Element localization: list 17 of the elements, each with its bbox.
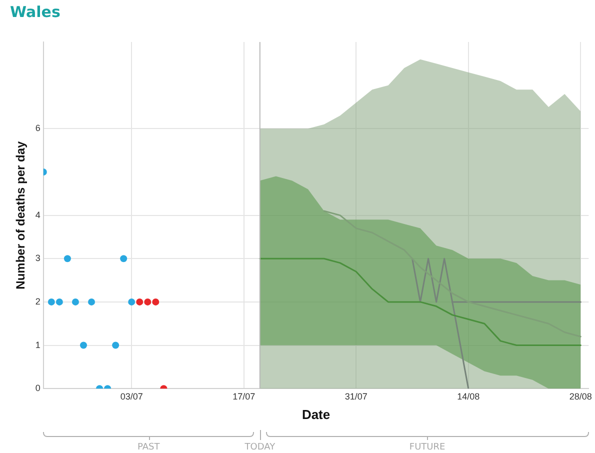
y-tick-label: 3 (35, 253, 40, 264)
y-tick-label: 6 (35, 123, 40, 134)
ref-line-label: TODAY (244, 442, 276, 452)
x-tick-label: 28/08 (569, 391, 592, 402)
x-tick-label: 17/07 (232, 391, 256, 402)
text: FUTURE (409, 442, 446, 452)
y-tick-label: 1 (35, 340, 40, 350)
y-tick-label: 2 (35, 296, 40, 306)
y-tick-label: 4 (35, 210, 40, 220)
x-tick-label: 03/07 (120, 391, 143, 402)
text: PAST (138, 442, 160, 452)
x-tick-label: 14/08 (457, 391, 480, 402)
x-axis-title: Date (302, 406, 330, 422)
x-tick-label: 31/07 (344, 391, 368, 402)
chart-title: Wales (10, 2, 60, 21)
y-axis-title: Number of deaths per day (14, 140, 28, 290)
y-tick-label: 0 (35, 383, 40, 394)
